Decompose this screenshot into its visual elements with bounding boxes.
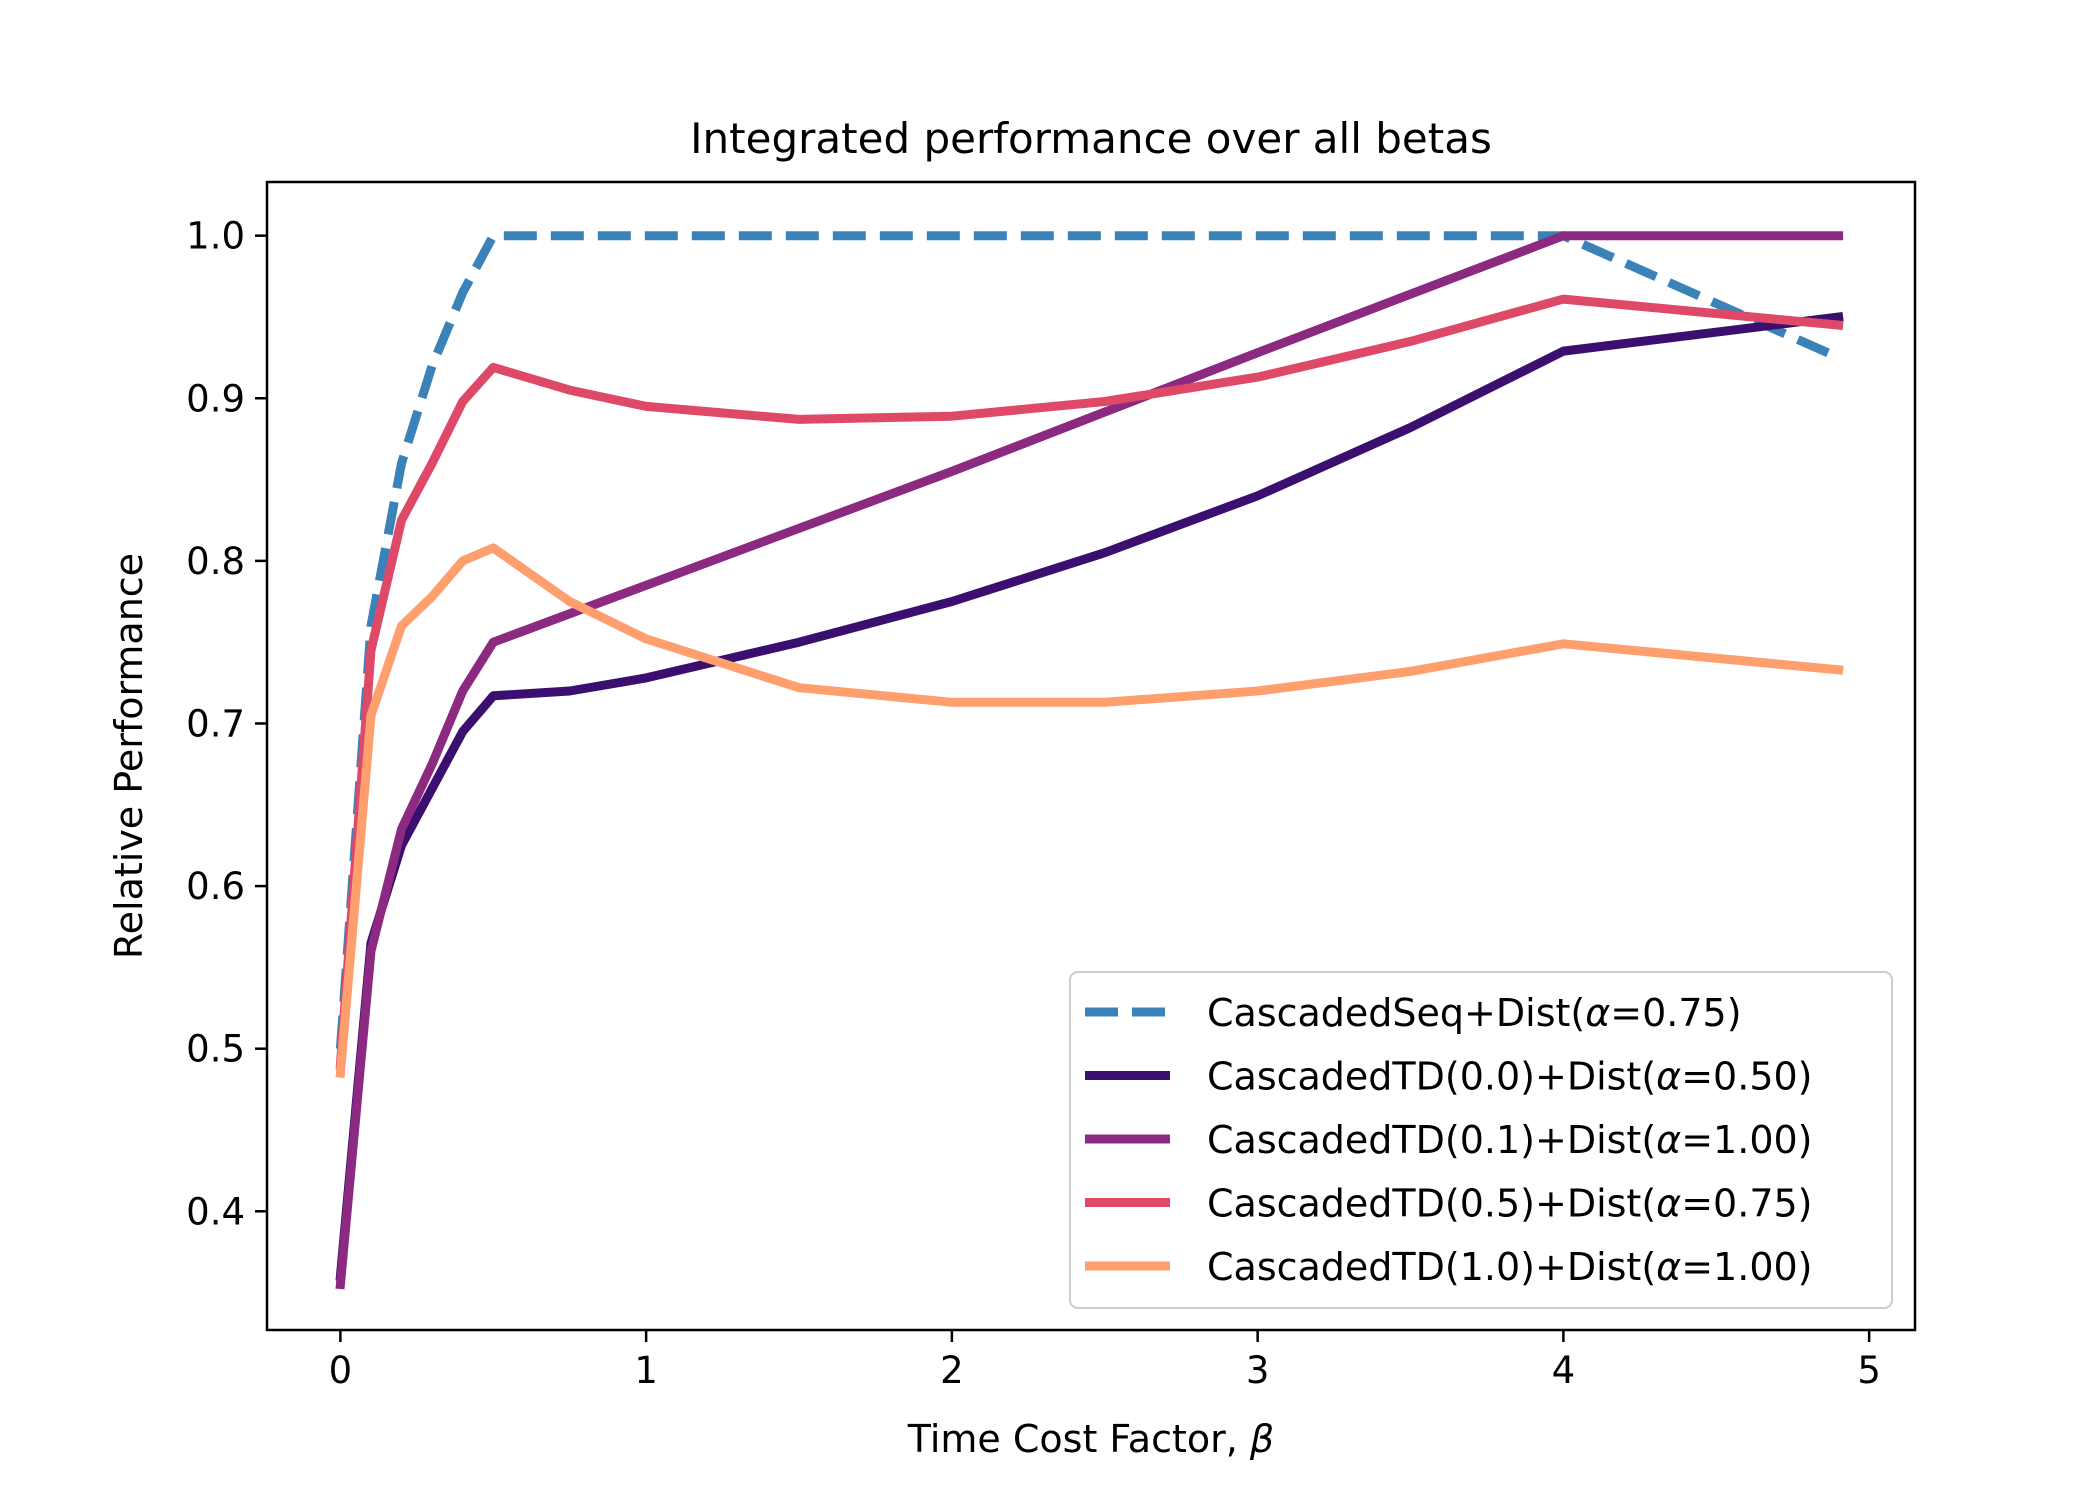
legend-label-part: =1.00) — [1681, 1245, 1812, 1289]
legend-label-part: CascadedTD(0.1)+Dist( — [1207, 1118, 1656, 1162]
legend-label-4: CascadedTD(1.0)+Dist(α=1.00) — [1207, 1245, 1813, 1289]
legend-label-2: CascadedTD(0.1)+Dist(α=1.00) — [1207, 1118, 1813, 1162]
legend-label-part: =0.75) — [1610, 991, 1741, 1035]
legend-label-1: CascadedTD(0.0)+Dist(α=0.50) — [1207, 1055, 1813, 1099]
chart-title: Integrated performance over all betas — [690, 114, 1492, 163]
legend-label-part: α — [1656, 1118, 1681, 1162]
legend-label-part: CascadedTD(0.5)+Dist( — [1207, 1182, 1656, 1226]
plot-frame — [265, 180, 1917, 1332]
y-tick-label: 1.0 — [186, 215, 245, 258]
series-line-2 — [335, 231, 1844, 1290]
legend-label-part: α — [1656, 1245, 1681, 1289]
x-axis-label-text: Time Cost Factor, — [907, 1417, 1250, 1461]
legend-label-part: CascadedTD(1.0)+Dist( — [1207, 1245, 1656, 1289]
series-line-0 — [335, 231, 1841, 1050]
legend-label-0: CascadedSeq+Dist(α=0.75) — [1207, 991, 1742, 1035]
legend-label-part: CascadedTD(0.0)+Dist( — [1207, 1055, 1656, 1099]
legend: CascadedSeq+Dist(α=0.75)CascadedTD(0.0)+… — [1069, 971, 1893, 1309]
legend-label-3: CascadedTD(0.5)+Dist(α=0.75) — [1207, 1182, 1813, 1226]
x-axis-label-symbol: β — [1249, 1417, 1274, 1461]
y-tick-label: 0.9 — [186, 377, 245, 420]
x-tick-label: 4 — [1552, 1349, 1576, 1392]
y-axis-label: Relative Performance — [107, 553, 151, 959]
legend-label-part: =0.75) — [1681, 1182, 1812, 1226]
series-group — [335, 231, 1844, 1290]
y-tick-label: 0.5 — [186, 1028, 245, 1071]
legend-label-part: α — [1656, 1055, 1681, 1099]
x-tick-label: 2 — [940, 1349, 964, 1392]
x-tick-label: 1 — [634, 1349, 658, 1392]
series-line-3 — [335, 294, 1844, 1070]
series-line-4 — [335, 543, 1844, 1078]
legend-items: CascadedSeq+Dist(α=0.75)CascadedTD(0.0)+… — [1085, 991, 1813, 1289]
x-tick-label: 3 — [1246, 1349, 1270, 1392]
y-tick-label: 0.6 — [186, 865, 245, 908]
x-tick-label: 5 — [1857, 1349, 1881, 1392]
y-axis: 0.4 0.5 0.6 0.7 0.8 0.9 1.0 — [186, 215, 267, 1233]
legend-label-part: =1.00) — [1681, 1118, 1812, 1162]
legend-label-part: α — [1585, 991, 1610, 1035]
series-line-1 — [335, 311, 1844, 1282]
y-tick-label: 0.7 — [186, 702, 245, 745]
y-tick-label: 0.8 — [186, 540, 245, 583]
x-axis-label: Time Cost Factor, β — [907, 1417, 1274, 1461]
legend-label-part: CascadedSeq+Dist( — [1207, 991, 1585, 1035]
legend-frame — [1069, 971, 1893, 1309]
legend-label-part: =0.50) — [1681, 1055, 1812, 1099]
x-tick-label: 0 — [329, 1349, 353, 1392]
x-axis: 0 1 2 3 4 5 — [329, 1330, 1881, 1392]
y-tick-label: 0.4 — [186, 1190, 245, 1233]
legend-label-part: α — [1656, 1182, 1681, 1226]
